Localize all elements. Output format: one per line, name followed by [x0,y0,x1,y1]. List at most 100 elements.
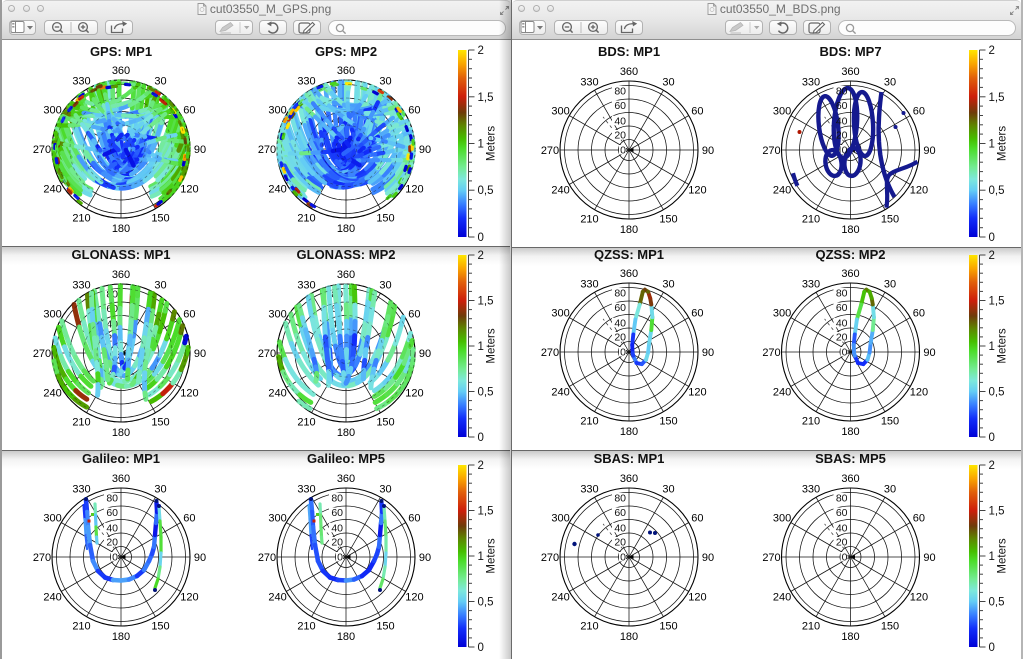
svg-text:240: 240 [551,387,569,399]
svg-text:80: 80 [836,493,848,505]
svg-text:40: 40 [836,522,848,534]
svg-text:270: 270 [258,348,276,360]
svg-text:300: 300 [43,513,61,525]
svg-text:330: 330 [580,279,598,291]
svg-text:360: 360 [620,268,638,280]
svg-text:180: 180 [112,223,130,235]
svg-text:80: 80 [614,86,626,98]
svg-text:1: 1 [478,551,484,563]
svg-text:60: 60 [614,302,626,314]
svg-text:330: 330 [72,280,90,292]
svg-text:0: 0 [989,642,995,654]
svg-text:Meters: Meters [997,328,1009,363]
svg-text:270: 270 [33,348,51,360]
svg-text:150: 150 [881,213,899,225]
svg-text:0: 0 [478,232,484,244]
svg-text:60: 60 [408,105,420,117]
svg-text:120: 120 [405,592,423,604]
svg-text:360: 360 [112,65,130,77]
svg-text:240: 240 [551,185,569,197]
svg-text:180: 180 [337,427,355,439]
svg-text:QZSS: MP2: QZSS: MP2 [815,247,885,262]
svg-text:330: 330 [802,279,820,291]
svg-text:20: 20 [106,537,118,549]
svg-text:2: 2 [478,460,484,472]
svg-text:120: 120 [910,592,928,604]
svg-text:180: 180 [841,224,859,236]
svg-text:360: 360 [112,473,130,485]
svg-text:180: 180 [112,427,130,439]
svg-text:60: 60 [183,513,195,525]
svg-text:0: 0 [989,432,995,444]
svg-text:20: 20 [836,537,848,549]
svg-text:80: 80 [614,288,626,300]
svg-text:300: 300 [268,309,286,321]
svg-text:270: 270 [33,144,51,156]
svg-text:20: 20 [331,537,343,549]
svg-text:80: 80 [331,85,343,97]
svg-text:60: 60 [691,513,703,525]
svg-text:0,5: 0,5 [478,597,494,609]
svg-text:60: 60 [408,309,420,321]
svg-text:60: 60 [408,513,420,525]
svg-text:90: 90 [702,347,714,359]
svg-text:240: 240 [773,387,791,399]
svg-text:0: 0 [478,432,484,444]
svg-text:30: 30 [884,77,896,89]
svg-text:210: 210 [297,416,315,428]
svg-text:60: 60 [183,105,195,117]
svg-text:330: 330 [802,484,820,496]
svg-text:0,5: 0,5 [989,387,1005,399]
svg-text:BDS: MP1: BDS: MP1 [598,44,660,59]
svg-text:2: 2 [989,250,995,262]
svg-text:150: 150 [376,416,394,428]
svg-text:1: 1 [989,341,995,353]
svg-text:150: 150 [376,212,394,224]
svg-text:60: 60 [836,507,848,519]
svg-text:120: 120 [405,184,423,196]
svg-text:1,5: 1,5 [478,296,494,308]
svg-text:1,5: 1,5 [989,92,1005,104]
svg-text:20: 20 [836,332,848,344]
svg-text:1: 1 [478,341,484,353]
svg-text:40: 40 [614,317,626,329]
svg-text:300: 300 [268,105,286,117]
svg-text:1: 1 [989,139,995,151]
svg-text:Galileo: MP1: Galileo: MP1 [82,451,160,466]
svg-text:270: 270 [33,552,51,564]
svg-text:180: 180 [841,426,859,438]
svg-text:80: 80 [836,86,848,98]
svg-text:80: 80 [331,493,343,505]
svg-text:90: 90 [194,144,206,156]
svg-text:300: 300 [551,106,569,118]
svg-text:1,5: 1,5 [478,506,494,518]
svg-text:210: 210 [297,620,315,632]
svg-text:0: 0 [842,347,848,359]
svg-text:GPS: MP2: GPS: MP2 [315,44,377,59]
svg-text:GLONASS: MP2: GLONASS: MP2 [297,247,396,262]
svg-text:60: 60 [691,106,703,118]
svg-text:270: 270 [541,552,559,564]
svg-text:210: 210 [802,620,820,632]
svg-text:0,5: 0,5 [989,185,1005,197]
svg-text:Meters: Meters [486,538,498,573]
svg-text:270: 270 [258,144,276,156]
svg-text:180: 180 [620,426,638,438]
svg-text:20: 20 [614,537,626,549]
svg-text:SBAS: MP1: SBAS: MP1 [594,451,665,466]
svg-text:210: 210 [802,415,820,427]
svg-text:0: 0 [620,552,626,564]
svg-text:240: 240 [268,388,286,400]
svg-text:300: 300 [773,308,791,320]
svg-text:360: 360 [620,66,638,78]
svg-text:360: 360 [112,269,130,281]
svg-text:90: 90 [923,552,935,564]
svg-text:270: 270 [258,552,276,564]
svg-text:270: 270 [541,145,559,157]
svg-text:360: 360 [337,473,355,485]
svg-text:90: 90 [194,348,206,360]
svg-text:90: 90 [419,144,431,156]
svg-text:0: 0 [842,145,848,157]
svg-text:90: 90 [923,145,935,157]
svg-text:210: 210 [72,212,90,224]
